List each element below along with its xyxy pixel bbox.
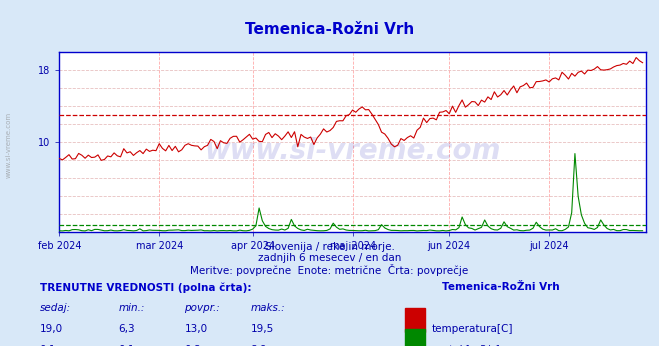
Text: zadnjih 6 mesecev / en dan: zadnjih 6 mesecev / en dan [258,253,401,263]
Text: 6,3: 6,3 [119,324,135,334]
Text: 8,9: 8,9 [250,345,267,346]
Text: Slovenija / reke in morje.: Slovenija / reke in morje. [264,242,395,252]
Text: 19,5: 19,5 [250,324,273,334]
Text: povpr.:: povpr.: [185,303,220,313]
Text: pretok[m3/s]: pretok[m3/s] [432,345,500,346]
Text: 0,1: 0,1 [40,345,56,346]
Text: maks.:: maks.: [250,303,285,313]
Text: 0,8: 0,8 [185,345,201,346]
Text: temperatura[C]: temperatura[C] [432,324,513,334]
Text: sedaj:: sedaj: [40,303,71,313]
Bar [405,308,425,332]
Text: 0,1: 0,1 [119,345,135,346]
Text: min.:: min.: [119,303,145,313]
Bar [405,329,425,346]
Text: Meritve: povprečne  Enote: metrične  Črta: povprečje: Meritve: povprečne Enote: metrične Črta:… [190,264,469,276]
Text: 19,0: 19,0 [40,324,63,334]
Text: TRENUTNE VREDNOSTI (polna črta):: TRENUTNE VREDNOSTI (polna črta): [40,282,251,293]
Text: Temenica-RoŽni Vrh: Temenica-RoŽni Vrh [442,282,559,292]
Text: www.si-vreme.com: www.si-vreme.com [5,112,11,179]
Text: 13,0: 13,0 [185,324,208,334]
Text: www.si-vreme.com: www.si-vreme.com [204,137,501,165]
Text: Temenica-Rožni Vrh: Temenica-Rožni Vrh [245,22,414,37]
